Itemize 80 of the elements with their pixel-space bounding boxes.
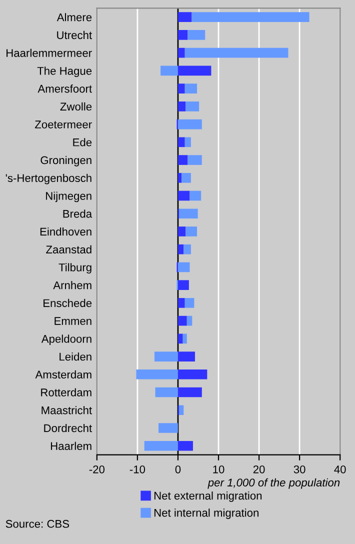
- bar: [178, 316, 187, 326]
- bar: [136, 369, 178, 380]
- bar: [144, 440, 178, 451]
- bar: [179, 405, 184, 416]
- bar: [178, 12, 192, 22]
- y-tick-label: Enschede: [44, 298, 92, 308]
- bar: [184, 84, 198, 94]
- bar: [192, 12, 310, 22]
- y-tick-label: 's-Hertogenbosch: [6, 174, 92, 184]
- bar: [184, 298, 194, 308]
- y-tick-label: Emmen: [54, 317, 92, 325]
- bar: [178, 190, 190, 201]
- y-tick-label: Apeldoorn: [41, 334, 92, 345]
- bar: [178, 334, 183, 344]
- bar: [178, 137, 185, 148]
- bar: [178, 30, 188, 40]
- y-tick-label: Zaanstad: [46, 245, 92, 254]
- bar: [178, 48, 185, 58]
- bar: [186, 102, 200, 112]
- bar: [160, 66, 178, 76]
- bar: [178, 244, 184, 254]
- bar: [155, 387, 178, 398]
- bar: [178, 84, 185, 94]
- y-tick-label: Leiden: [60, 352, 92, 361]
- y-tick-label: Zoetermeer: [34, 120, 92, 128]
- bar: [178, 66, 212, 76]
- bar: [178, 119, 202, 130]
- x-axis-title: per 1,000 of the population: [208, 478, 340, 489]
- y-tick-label: Eindhoven: [40, 227, 92, 236]
- bar: [158, 423, 178, 433]
- y-tick-label: Breda: [63, 210, 92, 218]
- y-tick-label: Utrecht: [57, 30, 92, 40]
- x-tick-label: 40: [334, 465, 346, 474]
- x-tick-label: 20: [253, 465, 265, 474]
- bar: [178, 298, 185, 308]
- x-tick-label: -20: [89, 465, 105, 474]
- bar: [154, 352, 178, 362]
- bar: [178, 262, 190, 272]
- y-tick-label: Haarlemmermeer: [6, 48, 92, 57]
- y-tick-label: Ede: [73, 138, 92, 146]
- bar: [178, 352, 195, 362]
- bar: [178, 226, 186, 236]
- y-tick-label: Groningen: [40, 156, 92, 166]
- x-tick-label: 10: [213, 465, 224, 474]
- bar: [184, 244, 191, 254]
- bar: [184, 48, 288, 58]
- y-tick-label: Amersfoort: [38, 84, 92, 93]
- x-tick-label: -10: [130, 465, 146, 474]
- bar: [182, 334, 187, 344]
- bar: [178, 172, 182, 183]
- bar: [184, 137, 191, 148]
- y-tick-label: Haarlem: [50, 442, 92, 450]
- y-tick-label: Dordrecht: [44, 424, 92, 432]
- y-tick-label: Almere: [56, 13, 92, 22]
- legend-label: Net external migration: [154, 492, 262, 502]
- bar: [178, 280, 189, 290]
- bar: [190, 190, 202, 201]
- legend-label: Net internal migration: [154, 508, 258, 519]
- bar: [178, 387, 202, 398]
- bar: [178, 155, 188, 165]
- bar: [188, 30, 206, 40]
- y-tick-label: Rotterdam: [41, 388, 92, 396]
- y-tick-label: Tilburg: [58, 263, 92, 274]
- y-tick-label: Maastricht: [42, 406, 92, 414]
- bar: [186, 226, 198, 236]
- bar: [178, 369, 208, 380]
- y-tick-label: Nijmegen: [46, 192, 92, 202]
- y-tick-label: Arnhem: [53, 281, 92, 290]
- y-tick-label: Amsterdam: [35, 370, 92, 379]
- x-tick-label: 0: [175, 465, 181, 474]
- y-tick-label: The Hague: [37, 66, 92, 78]
- bar: [179, 208, 198, 219]
- bar: [178, 440, 193, 451]
- bar: [182, 172, 191, 183]
- y-tick-label: Zwolle: [60, 102, 92, 111]
- bar: [188, 155, 202, 165]
- bar: [178, 102, 186, 112]
- source-note: Source: CBS: [6, 520, 70, 528]
- x-tick-label: 30: [294, 465, 306, 474]
- bar: [186, 316, 192, 326]
